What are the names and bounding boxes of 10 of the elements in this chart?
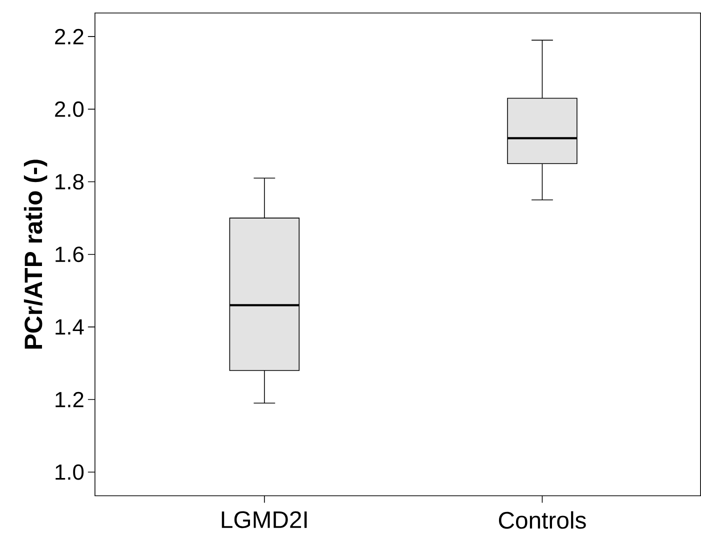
- y-tick-label: 1.4: [56, 320, 84, 335]
- y-tick-label: 1.0: [56, 464, 84, 480]
- y-tick-label: 1.2: [56, 392, 84, 408]
- x-tick-label: Controls: [498, 511, 586, 529]
- y-axis-title: PCr/ATP ratio (-): [24, 160, 48, 349]
- x-tick-label: LGMD2I: [222, 511, 307, 528]
- y-tick-label: 1.6: [56, 246, 84, 262]
- y-tick-label: 2.2: [55, 29, 84, 44]
- y-tick-label: 1.8: [56, 174, 84, 190]
- y-tick-label: 2.0: [55, 102, 84, 118]
